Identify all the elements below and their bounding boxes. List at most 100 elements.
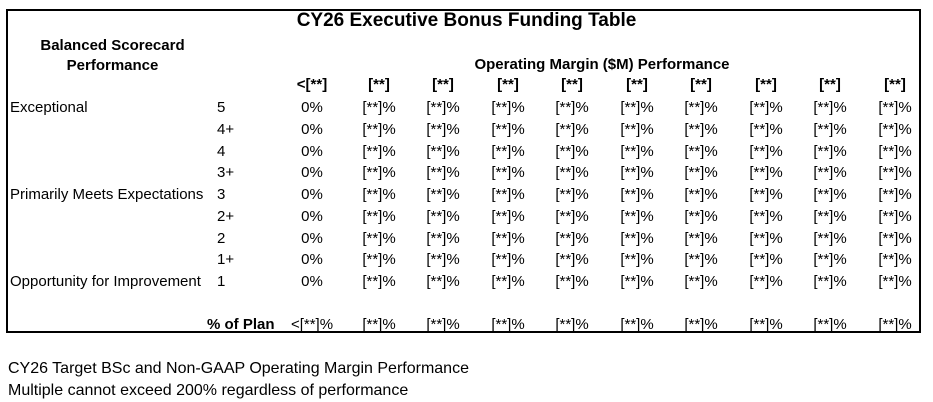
table-cell: [**]% [491, 186, 525, 203]
table-cell: [**]% [491, 120, 525, 138]
table-cell: [**]% [749, 164, 783, 182]
row-label: Opportunity for Improvement [10, 273, 201, 290]
column-header: [**] [755, 76, 777, 93]
table-cell: [**]% [555, 186, 589, 203]
table-cell: [**]% [813, 207, 847, 225]
table-cell: [**]% [362, 273, 396, 290]
table-cell: [**]% [878, 99, 912, 116]
row-rating: 4 [217, 142, 226, 160]
table-cell: [**]% [813, 186, 847, 203]
table-cell: 0% [301, 207, 323, 225]
plan-cell: [**]% [878, 316, 912, 333]
column-header: [**] [368, 76, 390, 93]
table-cell: [**]% [491, 164, 525, 182]
table-cell: [**]% [491, 273, 525, 290]
table-cell: [**]% [362, 186, 396, 203]
row-rating: 1+ [217, 251, 235, 269]
plan-cell: [**]% [620, 316, 654, 333]
table-cell: [**]% [555, 142, 589, 160]
table-cell: [**]% [426, 164, 460, 182]
table-cell: [**]% [362, 207, 396, 225]
footnote-1: CY26 Target BSc and Non-GAAP Operating M… [8, 360, 469, 377]
footnote-2: Multiple cannot exceed 200% regardless o… [8, 382, 409, 399]
table-cell: [**]% [749, 229, 783, 247]
table-cell: [**]% [491, 142, 525, 160]
table-cell: [**]% [362, 251, 396, 269]
table-cell: [**]% [749, 142, 783, 160]
table-cell: [**]% [491, 99, 525, 116]
table-cell: [**]% [813, 229, 847, 247]
table-cell: [**]% [684, 120, 718, 138]
table-cell: [**]% [749, 99, 783, 116]
table-cell: [**]% [620, 273, 654, 290]
table-cell: 0% [301, 273, 323, 290]
table-cell: [**]% [620, 251, 654, 269]
row-rating: 1 [217, 273, 226, 290]
table-cell: [**]% [878, 251, 912, 269]
table-cell: [**]% [813, 99, 847, 116]
table-cell: [**]% [555, 99, 589, 116]
table-cell: [**]% [620, 229, 654, 247]
table-cell: [**]% [362, 164, 396, 182]
plan-cell: [**]% [555, 316, 589, 333]
table-cell: [**]% [684, 229, 718, 247]
table-title: CY26 Executive Bonus Funding Table [296, 10, 637, 31]
table-cell: [**]% [749, 207, 783, 225]
table-cell: [**]% [684, 142, 718, 160]
table-cell: [**]% [362, 99, 396, 116]
row-rating: 5 [217, 99, 226, 116]
plan-cell: [**]% [491, 316, 525, 333]
table-cell: [**]% [620, 207, 654, 225]
row-label: Exceptional [10, 99, 88, 116]
table-cell: [**]% [426, 120, 460, 138]
column-header: [**] [497, 76, 519, 93]
table-frame [6, 9, 921, 333]
table-cell: [**]% [878, 186, 912, 203]
table-cell: [**]% [684, 186, 718, 203]
table-cell: [**]% [684, 273, 718, 290]
column-header: [**] [432, 76, 454, 93]
row-label: Primarily Meets Expectations [10, 186, 204, 203]
table-cell: 0% [301, 99, 323, 116]
plan-cell: [**]% [684, 316, 718, 333]
table-cell: [**]% [749, 273, 783, 290]
om-header: Operating Margin ($M) Performance [474, 56, 730, 73]
table-cell: [**]% [362, 229, 396, 247]
plan-cell: [**]% [813, 316, 847, 333]
table-cell: 0% [301, 229, 323, 247]
table-cell: 0% [301, 186, 323, 203]
row-rating: 4+ [217, 120, 235, 138]
table-cell: [**]% [426, 142, 460, 160]
table-cell: [**]% [878, 164, 912, 182]
table-cell: [**]% [749, 120, 783, 138]
table-cell: [**]% [684, 99, 718, 116]
table-cell: [**]% [878, 142, 912, 160]
table-cell: [**]% [813, 251, 847, 269]
plan-label: % of Plan [207, 316, 275, 333]
table-cell: [**]% [555, 273, 589, 290]
row-rating: 3+ [217, 164, 235, 182]
table-cell: [**]% [555, 229, 589, 247]
column-header: [**] [690, 76, 712, 93]
table-cell: [**]% [426, 186, 460, 203]
plan-cell: [**]% [749, 316, 783, 333]
table-cell: [**]% [620, 142, 654, 160]
table-cell: [**]% [426, 273, 460, 290]
table-cell: [**]% [620, 120, 654, 138]
table-cell: [**]% [426, 207, 460, 225]
table-cell: [**]% [491, 207, 525, 225]
table-cell: [**]% [878, 229, 912, 247]
column-header: [**] [626, 76, 648, 93]
table-cell: [**]% [813, 273, 847, 290]
column-header: [**] [884, 76, 906, 93]
table-cell: [**]% [684, 251, 718, 269]
table-cell: [**]% [620, 186, 654, 203]
table-cell: [**]% [426, 251, 460, 269]
table-cell: [**]% [555, 120, 589, 138]
table-cell: [**]% [684, 164, 718, 182]
table-cell: [**]% [749, 186, 783, 203]
bsc-header: Balanced Scorecard Performance [40, 37, 185, 74]
table-cell: [**]% [813, 164, 847, 182]
table-cell: [**]% [878, 273, 912, 290]
table-cell: [**]% [813, 120, 847, 138]
